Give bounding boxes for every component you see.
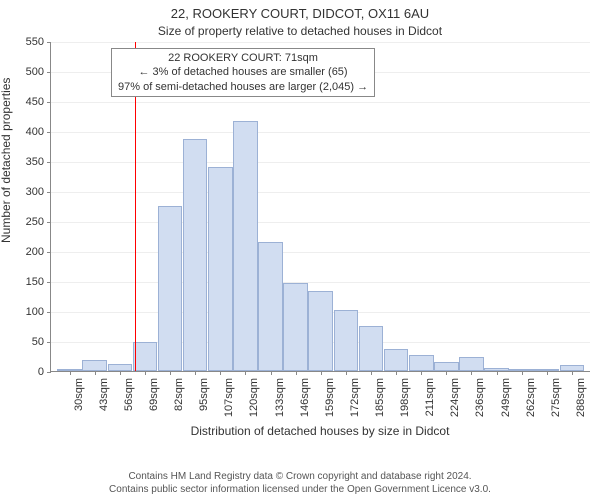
histogram-bar <box>158 206 183 371</box>
y-tick-label: 500 <box>14 66 44 78</box>
x-tick-label: 236sqm <box>474 378 486 417</box>
x-tick-label: 133sqm <box>274 378 286 417</box>
plot-area: 22 ROOKERY COURT: 71sqm ← 3% of detached… <box>50 42 590 372</box>
chart-area: Number of detached properties 0 50 100 150 2… <box>0 42 600 432</box>
y-tick-label: 250 <box>14 216 44 228</box>
x-tick-label: 224sqm <box>449 378 461 417</box>
x-tick-label: 262sqm <box>525 378 537 417</box>
y-tick-label: 0 <box>14 366 44 378</box>
x-tick-label: 159sqm <box>324 378 336 417</box>
annotation-line3: 97% of semi-detached houses are larger (… <box>118 80 368 94</box>
histogram-bar <box>108 364 133 371</box>
footer-line2: Contains public sector information licen… <box>0 483 600 496</box>
histogram-bar <box>82 360 107 371</box>
y-axis-ticks: 050100150200250300350400450500550 <box>14 42 48 372</box>
histogram-bar <box>409 355 434 371</box>
annotation-box: 22 ROOKERY COURT: 71sqm ← 3% of detached… <box>111 48 375 97</box>
histogram-bar <box>359 326 384 371</box>
histogram-bar <box>183 139 208 371</box>
y-tick-label: 400 <box>14 126 44 138</box>
chart-title: 22, ROOKERY COURT, DIDCOT, OX11 6AU <box>0 0 600 22</box>
histogram-bar <box>283 283 308 371</box>
x-tick-label: 288sqm <box>575 378 587 417</box>
chart-subtitle: Size of property relative to detached ho… <box>0 22 600 38</box>
histogram-bar <box>258 242 283 371</box>
x-tick-label: 43sqm <box>98 378 110 411</box>
histogram-bar <box>308 291 333 371</box>
histogram-bar <box>208 167 233 371</box>
histogram-bar <box>334 310 359 371</box>
footer: Contains HM Land Registry data © Crown c… <box>0 470 600 496</box>
x-tick-label: 275sqm <box>550 378 562 417</box>
y-tick-label: 300 <box>14 186 44 198</box>
y-tick-label: 50 <box>14 336 44 348</box>
histogram-bar <box>384 349 409 371</box>
x-tick-label: 172sqm <box>349 378 361 417</box>
x-tick-label: 198sqm <box>399 378 411 417</box>
x-tick-label: 146sqm <box>299 378 311 417</box>
x-axis-label: Distribution of detached houses by size … <box>50 424 590 438</box>
x-tick-label: 107sqm <box>223 378 235 417</box>
x-tick-label: 120sqm <box>248 378 260 417</box>
y-tick-label: 450 <box>14 96 44 108</box>
chart-container: 22, ROOKERY COURT, DIDCOT, OX11 6AU Size… <box>0 0 600 500</box>
annotation-line2: ← 3% of detached houses are smaller (65) <box>118 65 368 79</box>
y-tick-label: 100 <box>14 306 44 318</box>
x-tick-label: 30sqm <box>73 378 85 411</box>
histogram-bar <box>133 342 158 371</box>
x-tick-label: 211sqm <box>424 378 436 416</box>
annotation-line1: 22 ROOKERY COURT: 71sqm <box>118 51 368 65</box>
histogram-bar <box>434 362 459 371</box>
y-tick-label: 150 <box>14 276 44 288</box>
x-tick-label: 249sqm <box>500 378 512 417</box>
histogram-bar <box>233 121 258 371</box>
histogram-bar <box>459 357 484 371</box>
footer-line1: Contains HM Land Registry data © Crown c… <box>0 470 600 483</box>
x-tick-label: 69sqm <box>148 378 160 411</box>
y-tick-label: 200 <box>14 246 44 258</box>
x-tick-label: 95sqm <box>198 378 210 411</box>
x-tick-label: 185sqm <box>374 378 386 417</box>
y-tick-label: 550 <box>14 36 44 48</box>
x-tick-label: 82sqm <box>173 378 185 411</box>
y-axis-label: Number of detached properties <box>0 231 13 243</box>
x-tick-label: 56sqm <box>123 378 135 411</box>
y-tick-label: 350 <box>14 156 44 168</box>
